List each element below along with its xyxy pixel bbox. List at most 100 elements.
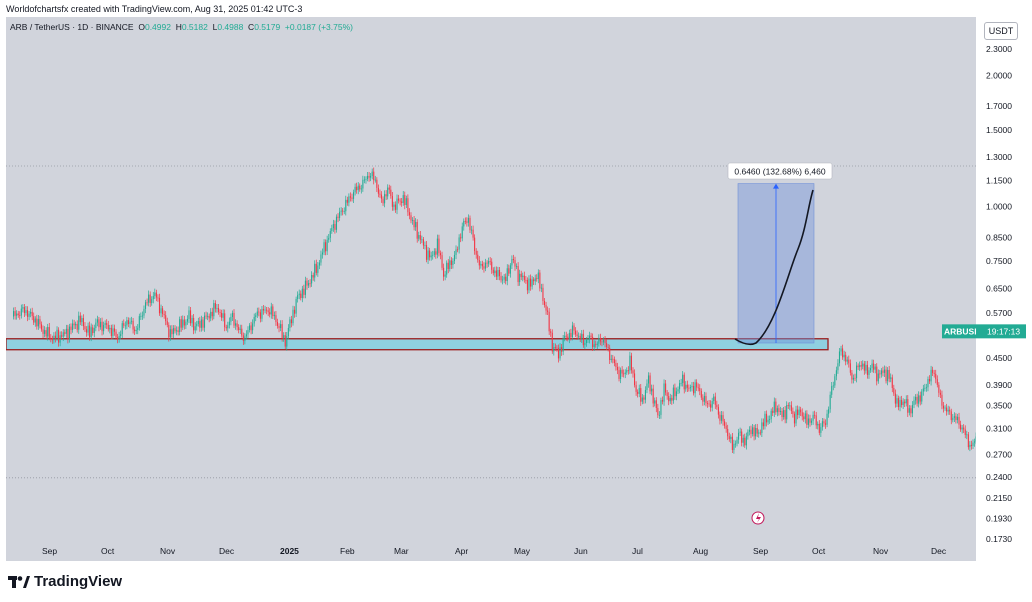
candle <box>353 189 355 204</box>
price-tick-label: 2.3000 <box>986 44 1012 54</box>
candle-body <box>939 392 941 395</box>
candle-body <box>438 238 440 254</box>
candle <box>422 236 424 250</box>
candle-body <box>590 335 592 337</box>
candle-body <box>703 395 705 402</box>
candle-body <box>643 397 645 400</box>
candle-body <box>623 373 625 375</box>
candle <box>758 429 760 438</box>
candle <box>141 311 143 320</box>
candle-body <box>646 383 648 391</box>
candle <box>893 384 895 396</box>
candle-body <box>553 347 555 352</box>
candle-body <box>424 245 426 246</box>
chart-pane[interactable]: 0.6460 (132.68%) 6,460 ARBUSDT <box>5 17 1032 561</box>
candle-body <box>81 318 83 323</box>
candle <box>491 258 493 274</box>
candle-body <box>814 414 816 416</box>
candle-body <box>630 355 632 371</box>
price-scale[interactable]: 2.3000 2.0000 1.7000 1.5000 1.3000 1.1500 1.00… <box>940 17 1026 561</box>
candle <box>542 283 544 305</box>
candle-body <box>345 199 347 212</box>
candle <box>736 436 738 447</box>
candle <box>660 397 662 419</box>
price-tick-label: 0.3500 <box>986 401 1012 411</box>
candle <box>239 324 241 335</box>
candle-body <box>425 245 428 260</box>
candle-body <box>405 198 407 206</box>
candle-body <box>371 171 373 176</box>
candle-body <box>666 392 668 397</box>
open-label: O <box>138 22 145 32</box>
candle-body <box>360 188 362 190</box>
candle-body <box>708 403 710 405</box>
candle <box>584 339 586 350</box>
candle <box>840 345 842 356</box>
candle <box>17 310 19 318</box>
candle-body <box>543 300 546 306</box>
candle-body <box>415 221 417 228</box>
candle-body <box>498 269 501 277</box>
event-marker[interactable] <box>751 511 765 525</box>
candle-body <box>897 398 900 408</box>
candle <box>961 425 963 434</box>
candle-body <box>787 405 789 407</box>
candle <box>323 239 325 256</box>
candle <box>455 245 457 260</box>
candle <box>778 404 780 416</box>
projected-path[interactable] <box>734 189 814 346</box>
candle-body <box>522 275 524 278</box>
chart-canvas[interactable]: 0.6460 (132.68%) 6,460 ARBUSDT <box>5 17 1032 561</box>
time-scale[interactable]: Sep Oct Nov Dec 2025 Feb Mar Apr May Jun Jul Aug Sep… <box>6 540 976 561</box>
candle-body <box>196 323 198 327</box>
candle-body <box>848 359 850 364</box>
candle <box>460 233 462 243</box>
candle <box>720 411 723 424</box>
candle <box>339 207 341 221</box>
candle <box>592 333 594 351</box>
candle-body <box>130 320 133 322</box>
candle <box>186 315 188 325</box>
candle-body <box>452 260 454 265</box>
candle-body <box>158 297 161 314</box>
candle <box>280 320 282 332</box>
candle <box>873 359 875 373</box>
candle <box>488 257 490 267</box>
candle <box>765 410 768 427</box>
candle-body <box>915 396 917 401</box>
candle <box>443 263 445 281</box>
candle <box>531 275 533 290</box>
candle <box>587 335 589 344</box>
candle-body <box>733 443 735 451</box>
candle <box>677 386 679 394</box>
candle <box>424 241 426 250</box>
candle-body <box>286 336 288 347</box>
candle <box>438 234 440 257</box>
candle <box>325 239 327 256</box>
candle-body <box>756 428 758 434</box>
candle-body <box>540 287 542 289</box>
candle-body <box>208 315 210 319</box>
candle <box>354 183 356 196</box>
candle-body <box>800 409 802 413</box>
price-tick-label: 0.6500 <box>986 283 1012 293</box>
candle-body <box>806 413 808 425</box>
candle <box>44 326 46 338</box>
price-tick-label: 1.3000 <box>986 152 1012 162</box>
candle <box>138 313 140 331</box>
support-zone[interactable] <box>5 338 829 351</box>
candle <box>478 256 480 270</box>
candle-body <box>761 422 763 433</box>
candle-body <box>45 330 47 337</box>
candle <box>798 406 800 419</box>
candle <box>952 413 954 423</box>
currency-selector[interactable]: USDT <box>984 22 1018 40</box>
candle <box>526 277 528 295</box>
candle <box>644 386 646 404</box>
candle <box>974 438 976 447</box>
candle <box>248 323 251 333</box>
candle <box>928 375 931 385</box>
candle-body <box>373 171 375 181</box>
candle <box>578 332 580 340</box>
candle-body <box>458 237 460 250</box>
